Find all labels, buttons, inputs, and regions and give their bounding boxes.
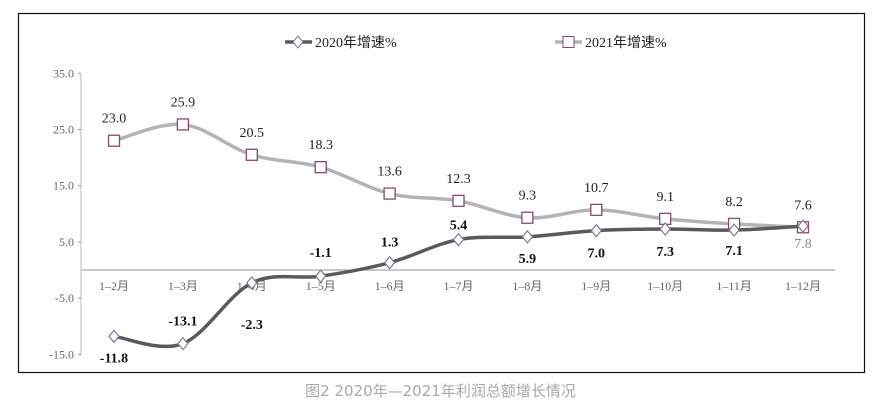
series-2021-data-label: 18.3 bbox=[308, 138, 333, 153]
series-2020-data-label: 5.4 bbox=[450, 219, 468, 234]
chart-caption: 图2 2020年—2021年利润总额增长情况 bbox=[305, 382, 576, 400]
series-2020-marker bbox=[108, 329, 120, 344]
x-tick-label: 1–12月 bbox=[785, 279, 821, 293]
series-2021-data-label: 9.1 bbox=[656, 190, 674, 205]
series-2021-data-label: 7.6 bbox=[794, 198, 812, 213]
x-tick-label: 1–7月 bbox=[443, 279, 473, 293]
series-2021-marker bbox=[452, 194, 465, 208]
series-2021-data-label: 9.3 bbox=[519, 189, 537, 204]
series-2021-marker bbox=[107, 134, 121, 147]
series-2020-data-label: 7.3 bbox=[656, 245, 674, 260]
x-tick-label: 1–5月 bbox=[306, 279, 336, 293]
series-2021-marker bbox=[383, 187, 396, 200]
series-2020-marker bbox=[590, 223, 603, 238]
x-tick-label: 1–3月 bbox=[168, 279, 198, 293]
x-tick-label: 1–11月 bbox=[716, 279, 752, 293]
chart-frame bbox=[17, 12, 866, 374]
series-2020-data-label: 5.9 bbox=[519, 252, 537, 267]
x-tick-label: 1–9月 bbox=[581, 279, 611, 293]
x-tick-label: 1–6月 bbox=[375, 279, 405, 293]
legend-2020-label: 2020年增速% bbox=[315, 35, 397, 51]
y-tick-label: 15.0 bbox=[53, 179, 74, 193]
series-2020-data-label: -13.1 bbox=[168, 315, 197, 330]
series-2021-marker bbox=[314, 161, 327, 174]
series-2020-marker bbox=[659, 222, 671, 236]
series-2021-data-label: 23.0 bbox=[102, 112, 127, 127]
series-2020-data-label: -11.8 bbox=[100, 351, 128, 366]
series-2021-data-label: 10.7 bbox=[584, 181, 609, 196]
series-2020-marker bbox=[728, 223, 740, 238]
series-2020-marker bbox=[314, 269, 327, 284]
series-2020-data-label: -1.1 bbox=[310, 246, 332, 261]
series-2021-marker bbox=[176, 118, 190, 131]
series-2021-marker bbox=[590, 203, 603, 217]
x-tick-label: 1–10月 bbox=[647, 279, 683, 293]
legend-2020-marker bbox=[292, 35, 304, 49]
x-tick-label: 1–8月 bbox=[512, 279, 542, 293]
y-tick-label: 5.0 bbox=[59, 235, 74, 249]
series-2020-data-label: 7.0 bbox=[588, 247, 606, 262]
series-2021-marker bbox=[521, 211, 534, 224]
series-2020-marker bbox=[246, 275, 258, 290]
y-tick-label: -5.0 bbox=[55, 291, 74, 305]
legend-2021-marker bbox=[562, 36, 575, 48]
series-2020-marker bbox=[797, 219, 809, 234]
x-tick-label: 1–2月 bbox=[99, 279, 129, 293]
series-2021-data-label: 12.3 bbox=[446, 172, 471, 187]
series-2021-data-label: 13.6 bbox=[377, 165, 402, 180]
series-2021-marker bbox=[245, 148, 258, 161]
series-2020-marker bbox=[177, 336, 189, 351]
series-2020-data-label: 1.3 bbox=[381, 236, 399, 251]
series-2021-data-label: 20.5 bbox=[240, 126, 265, 141]
series-2020-marker bbox=[452, 232, 465, 247]
series-2020-data-label: -2.3 bbox=[241, 318, 263, 333]
series-2021-data-label: 8.2 bbox=[725, 195, 743, 210]
y-tick-label: 35.0 bbox=[53, 66, 74, 80]
series-2020-marker bbox=[383, 255, 396, 270]
series-2020-data-label: 7.8 bbox=[794, 237, 812, 252]
series-2021-data-label: 25.9 bbox=[171, 95, 196, 110]
y-tick-label: 25.0 bbox=[53, 123, 74, 137]
y-tick-label: -15.0 bbox=[49, 347, 74, 361]
series-2020-data-label: 7.1 bbox=[725, 244, 743, 259]
legend-2021-label: 2021年增速% bbox=[585, 35, 667, 51]
series-2020-marker bbox=[521, 229, 534, 244]
